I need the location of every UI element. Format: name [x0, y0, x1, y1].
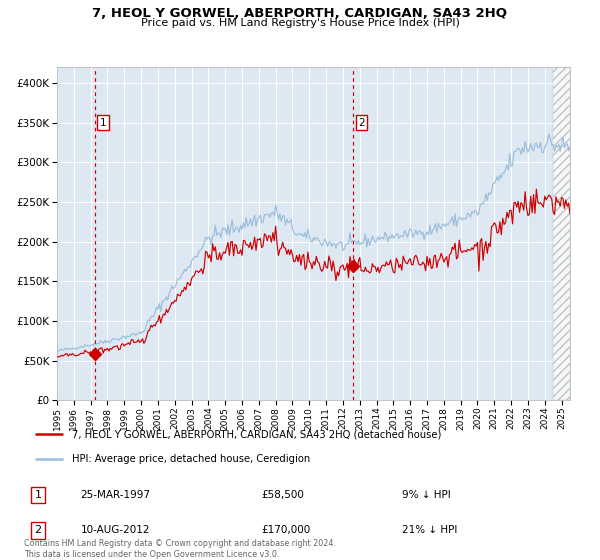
Text: 7, HEOL Y GORWEL, ABERPORTH, CARDIGAN, SA43 2HQ: 7, HEOL Y GORWEL, ABERPORTH, CARDIGAN, S… [92, 7, 508, 20]
Text: 10-AUG-2012: 10-AUG-2012 [80, 525, 150, 535]
Text: 2: 2 [358, 118, 365, 128]
Bar [553, 67, 570, 400]
Text: £170,000: £170,000 [261, 525, 310, 535]
Text: 1: 1 [100, 118, 106, 128]
Text: 7, HEOL Y GORWEL, ABERPORTH, CARDIGAN, SA43 2HQ (detached house): 7, HEOL Y GORWEL, ABERPORTH, CARDIGAN, S… [72, 430, 442, 440]
Text: 1: 1 [35, 489, 41, 500]
Text: 9% ↓ HPI: 9% ↓ HPI [402, 489, 451, 500]
Text: Price paid vs. HM Land Registry's House Price Index (HPI): Price paid vs. HM Land Registry's House … [140, 18, 460, 28]
Text: Contains HM Land Registry data © Crown copyright and database right 2024.
This d: Contains HM Land Registry data © Crown c… [24, 539, 336, 559]
Text: 2: 2 [35, 525, 41, 535]
Text: HPI: Average price, detached house, Ceredigion: HPI: Average price, detached house, Cere… [72, 454, 310, 464]
Text: 25-MAR-1997: 25-MAR-1997 [80, 489, 151, 500]
Text: £58,500: £58,500 [261, 489, 304, 500]
Text: 21% ↓ HPI: 21% ↓ HPI [402, 525, 457, 535]
